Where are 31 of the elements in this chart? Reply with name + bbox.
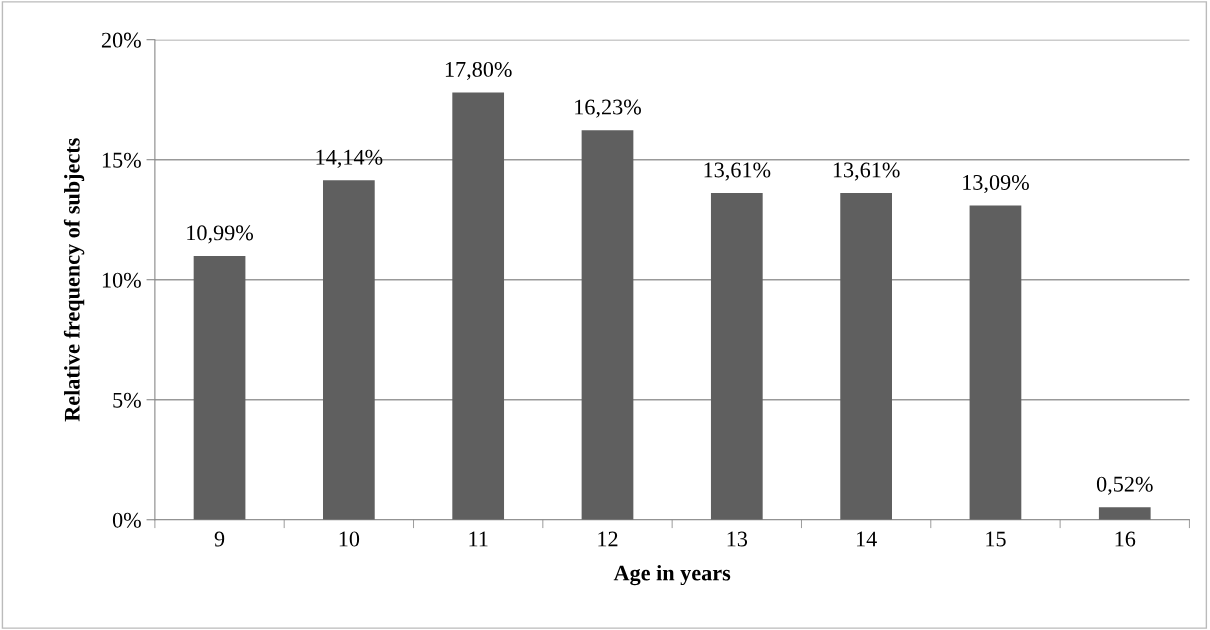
x-tick-label: 11 [469,531,488,547]
y-tick-label: 20% [101,32,141,48]
bar [322,180,375,520]
x-tick-label: 13 [727,531,748,547]
x-tick-label: 14 [856,531,877,547]
bar [193,255,246,520]
bar [840,193,892,520]
bar [969,205,1022,520]
data-label: 13,09% [963,174,1029,194]
bar [452,92,505,520]
y-axis-title: Relative frequency of subjects [63,138,85,422]
bar [581,130,634,520]
data-label: 0,52% [1096,476,1153,495]
y-tick-label: 15% [102,152,141,168]
x-axis-title: Age in years [613,564,731,586]
data-label: 10,99% [187,225,254,244]
data-label: 17,80% [445,61,512,81]
data-label: 13,61% [833,162,900,181]
x-tick-label: 9 [214,531,225,547]
data-label: 14,14% [316,149,383,168]
x-tick-label: 16 [1115,531,1136,547]
y-tick-label: 5% [113,392,141,408]
bar [1098,507,1151,520]
x-tick-label: 12 [598,531,618,547]
data-label: 13,61% [704,162,771,181]
data-label: 16,23% [575,99,641,118]
x-tick-label: 15 [986,531,1006,547]
y-tick-label: 0% [112,512,141,528]
bar [710,193,763,520]
y-tick-label: 10% [102,272,141,288]
x-tick-label: 10 [339,531,360,547]
